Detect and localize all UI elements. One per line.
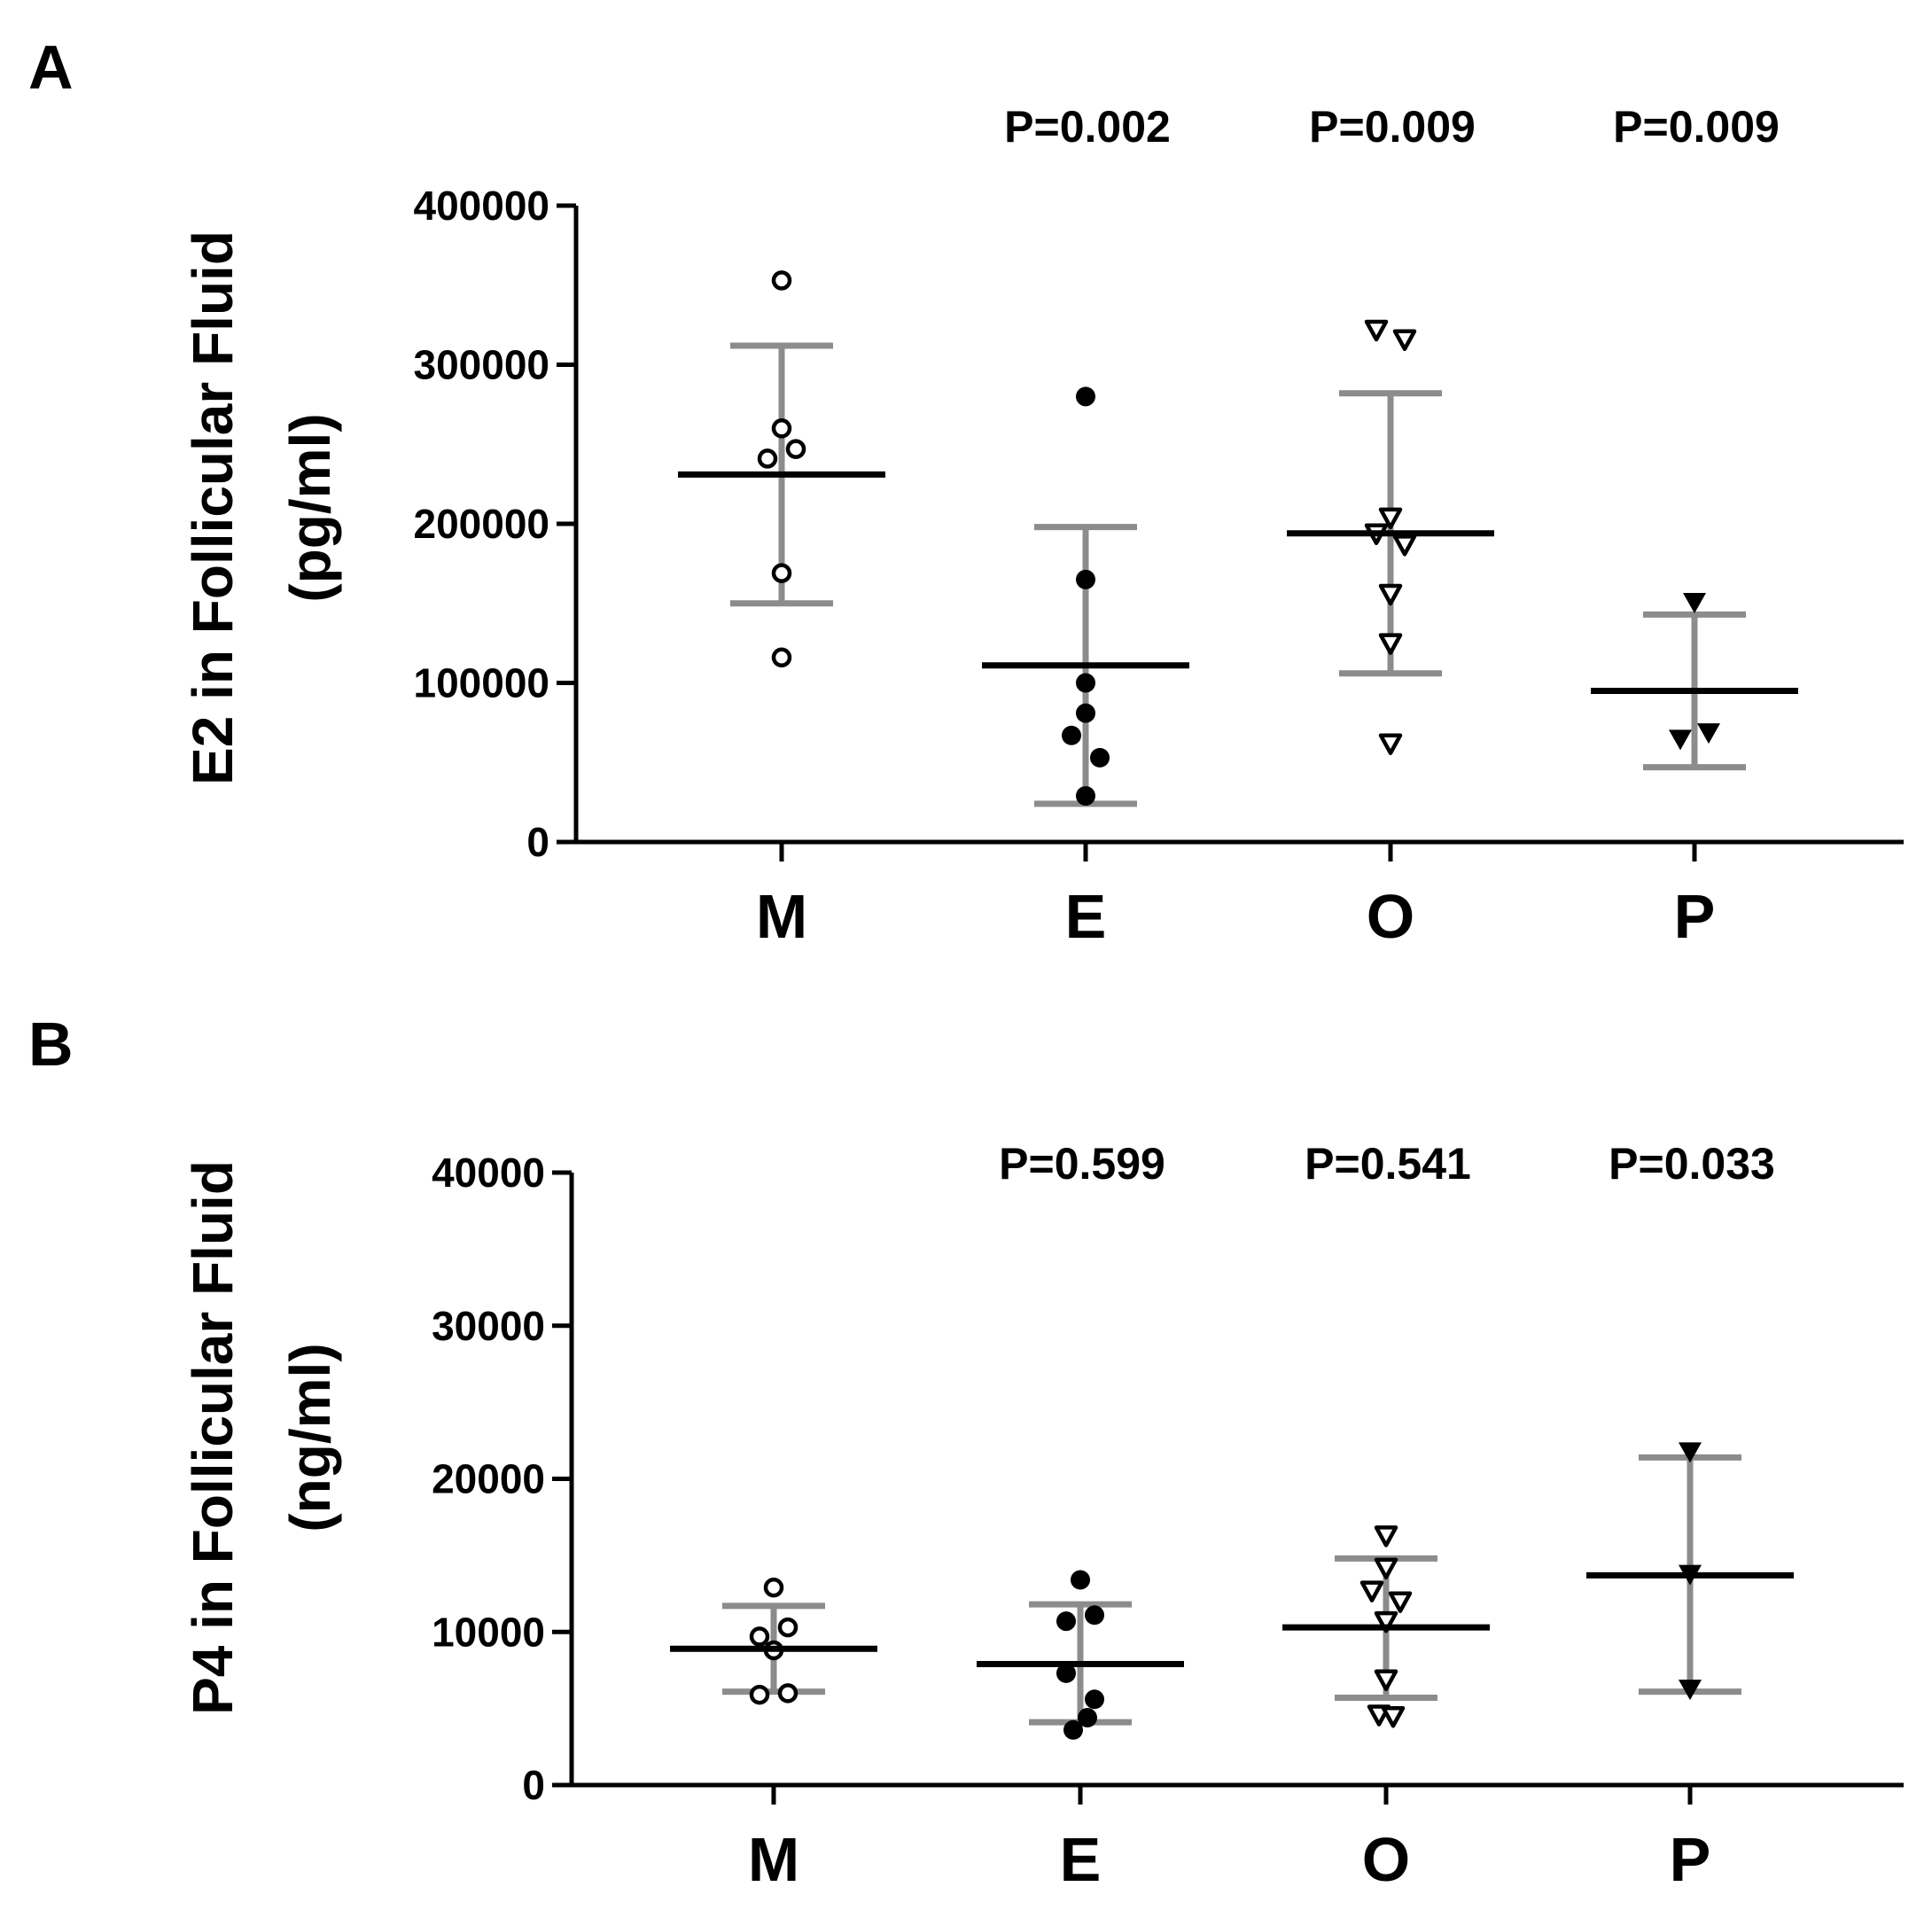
panel-a-category-label: M (756, 882, 807, 951)
panel-a-point-m (771, 647, 792, 668)
panel-a-point-m (771, 270, 792, 291)
panel-a-point-o (1392, 534, 1417, 557)
panel-b-point-o (1359, 1580, 1384, 1602)
panel-b-point-o (1374, 1610, 1398, 1633)
panel-a-p-value: P=0.002 (1004, 102, 1171, 152)
panel-b-point-o (1381, 1706, 1406, 1728)
panel-a-chart: A E2 in Follicular Fluid (pg/ml) 0 100000… (28, 33, 1904, 951)
panel-b-category-label: O (1362, 1825, 1410, 1894)
panel-a-ytick-label: 200000 (414, 501, 550, 547)
panel-a-ytick-label: 400000 (414, 183, 550, 229)
panel-b-point-e (1063, 1719, 1083, 1740)
panel-b-ytick-label: 30000 (432, 1303, 545, 1349)
panel-a-point-p (1683, 592, 1706, 613)
panel-b-ytick-label: 40000 (432, 1150, 545, 1196)
panel-a-point-o (1378, 507, 1403, 530)
panel-b-letter: B (28, 1010, 74, 1079)
panel-a-point-m (771, 563, 792, 583)
panel-b-point-o (1388, 1591, 1413, 1613)
panel-a-point-e (1076, 569, 1095, 589)
panel-a-point-e (1076, 703, 1095, 723)
panel-b-point-m (777, 1683, 799, 1704)
panel-b-point-e (1056, 1663, 1076, 1683)
panel-a-p-value: P=0.009 (1309, 102, 1476, 152)
panel-b-point-m (777, 1617, 799, 1638)
panel-b-p-value: P=0.541 (1305, 1139, 1471, 1189)
panel-b-ytick-label: 10000 (432, 1609, 545, 1655)
panel-b-ylabel-line2: (ng/ml) (278, 1343, 342, 1532)
panel-a-p-value: P=0.009 (1613, 102, 1780, 152)
panel-a-category-label: P (1674, 882, 1716, 951)
panel-b-point-e (1085, 1689, 1104, 1710)
panel-a-point-e (1062, 725, 1081, 745)
panel-a-point-e (1090, 747, 1110, 768)
panel-b-point-m (749, 1626, 770, 1647)
panel-a-point-e (1076, 386, 1095, 407)
panel-a-ytick-label: 100000 (414, 660, 550, 706)
panel-b-ylabel-line1: P4 in Follicular Fluid (181, 1160, 245, 1715)
panel-b-point-e (1071, 1570, 1090, 1590)
panel-b-category-label: P (1670, 1825, 1711, 1894)
panel-a-point-m (785, 439, 806, 459)
panel-b-point-e (1078, 1707, 1097, 1727)
panel-b-point-m (749, 1684, 770, 1705)
panel-a-point-o (1378, 583, 1403, 606)
panel-b-point-o (1374, 1669, 1398, 1692)
panel-b-ytick-label: 0 (522, 1762, 545, 1808)
panel-b-category-label: M (748, 1825, 799, 1894)
panel-b-chart: B P4 in Follicular Fluid (ng/ml) 0 10000 2… (28, 1010, 1904, 1894)
panel-a-ylabel-line2: (pg/ml) (278, 413, 342, 602)
panel-a-point-o (1364, 319, 1389, 342)
panel-b-point-m (763, 1577, 784, 1598)
panel-b-point-o (1374, 1557, 1398, 1579)
panel-a-letter: A (28, 33, 74, 102)
panel-b-p-value: P=0.033 (1609, 1139, 1775, 1189)
panel-a-point-p (1669, 729, 1692, 751)
panel-a-ytick-label: 0 (526, 819, 549, 865)
panel-a-ylabel-line1: E2 in Follicular Fluid (181, 230, 245, 785)
panel-a-category-label: O (1367, 882, 1414, 951)
panel-b-p-value: P=0.599 (999, 1139, 1165, 1189)
panel-a-point-e (1076, 785, 1095, 806)
panel-a-point-o (1392, 329, 1417, 352)
panel-b-point-e (1085, 1605, 1104, 1626)
panel-b-point-p (1679, 1442, 1702, 1463)
panel-b-point-e (1056, 1611, 1076, 1632)
panel-b-point-o (1374, 1525, 1398, 1548)
panel-a-point-o (1378, 633, 1403, 655)
panel-b-ytick-label: 20000 (432, 1456, 545, 1502)
panel-b-category-label: E (1060, 1825, 1102, 1894)
panel-a-category-label: E (1065, 882, 1107, 951)
panel-a-point-p (1697, 723, 1720, 745)
panel-a-ytick-label: 300000 (414, 342, 550, 388)
panel-a-point-e (1076, 673, 1095, 693)
panel-b-point-p (1679, 1680, 1702, 1701)
panel-a-point-o (1378, 733, 1403, 755)
panel-a-point-m (771, 418, 792, 439)
panel-a-point-m (757, 448, 778, 469)
